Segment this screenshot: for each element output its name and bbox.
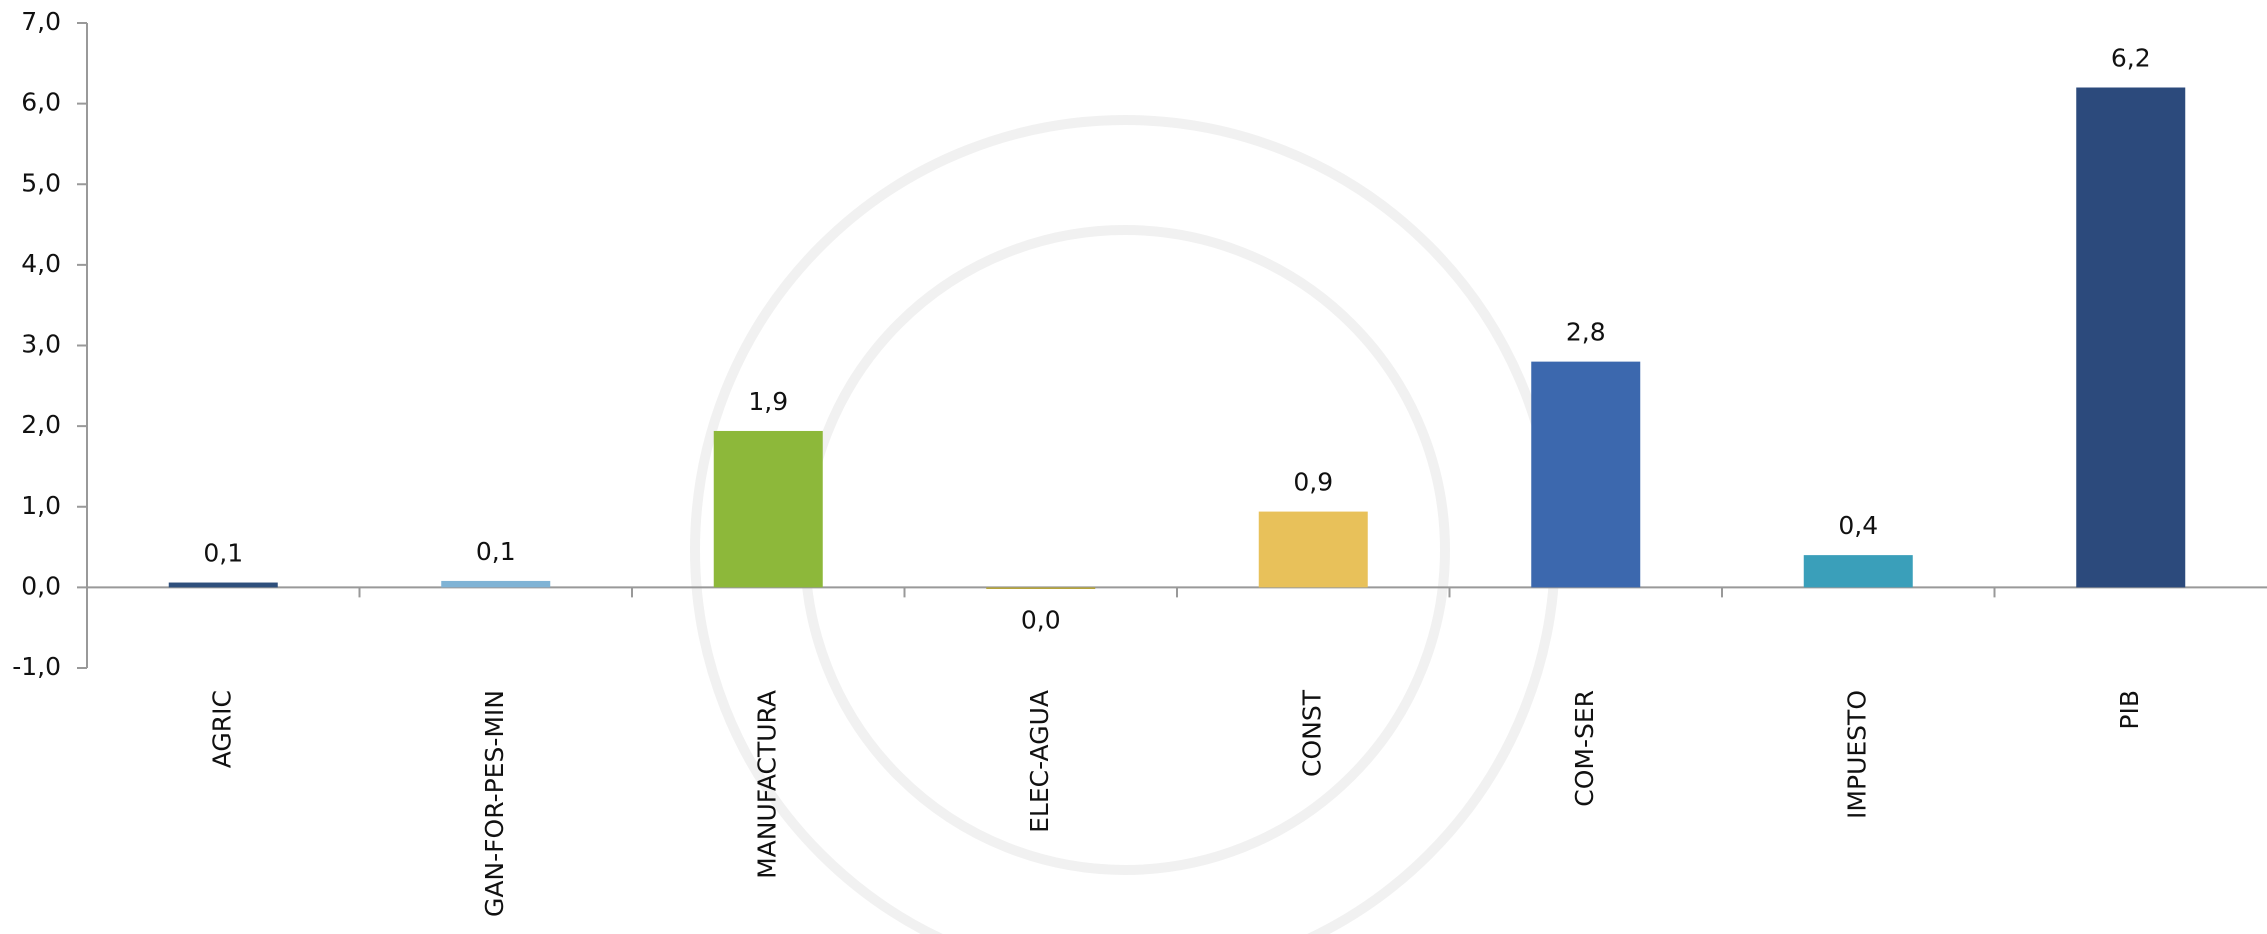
x-tick-label: CONST xyxy=(1297,689,1326,777)
bar xyxy=(713,430,823,588)
y-tick-label: 5,0 xyxy=(21,168,61,197)
value-label: 6,2 xyxy=(2111,44,2151,73)
watermark xyxy=(690,115,1560,934)
value-label: 0,0 xyxy=(1021,605,1061,634)
value-label: 0,4 xyxy=(1838,511,1878,540)
y-tick-label: 4,0 xyxy=(21,249,61,278)
y-tick-label: 1,0 xyxy=(21,491,61,520)
value-label: 0,1 xyxy=(476,537,516,566)
bar xyxy=(2076,87,2186,588)
value-label: 1,9 xyxy=(748,387,788,416)
value-label: 0,9 xyxy=(1293,468,1333,497)
x-tick-label: AGRIC xyxy=(207,690,236,768)
y-tick-label: 0,0 xyxy=(21,571,61,600)
x-tick-label: PIB xyxy=(2115,690,2144,730)
bar xyxy=(1803,555,1913,588)
bar xyxy=(441,580,551,588)
y-tick-label: 6,0 xyxy=(21,88,61,117)
x-tick-label: GAN-FOR-PES-MIN xyxy=(480,690,509,917)
y-tick-label: 2,0 xyxy=(21,410,61,439)
x-tick-label: ELEC-AGUA xyxy=(1025,690,1054,833)
y-tick-label: -1,0 xyxy=(12,652,61,681)
x-tick-label: IMPUESTO xyxy=(1842,690,1871,819)
bar xyxy=(1258,511,1368,588)
bar xyxy=(1531,361,1641,588)
y-tick-label: 7,0 xyxy=(21,7,61,36)
bar xyxy=(986,587,1096,589)
y-tick-label: 3,0 xyxy=(21,330,61,359)
x-tick-label: COM-SER xyxy=(1570,690,1599,807)
bar xyxy=(168,582,278,588)
value-label: 0,1 xyxy=(203,539,243,568)
value-label: 2,8 xyxy=(1566,318,1606,347)
x-tick-label: MANUFACTURA xyxy=(752,690,781,879)
